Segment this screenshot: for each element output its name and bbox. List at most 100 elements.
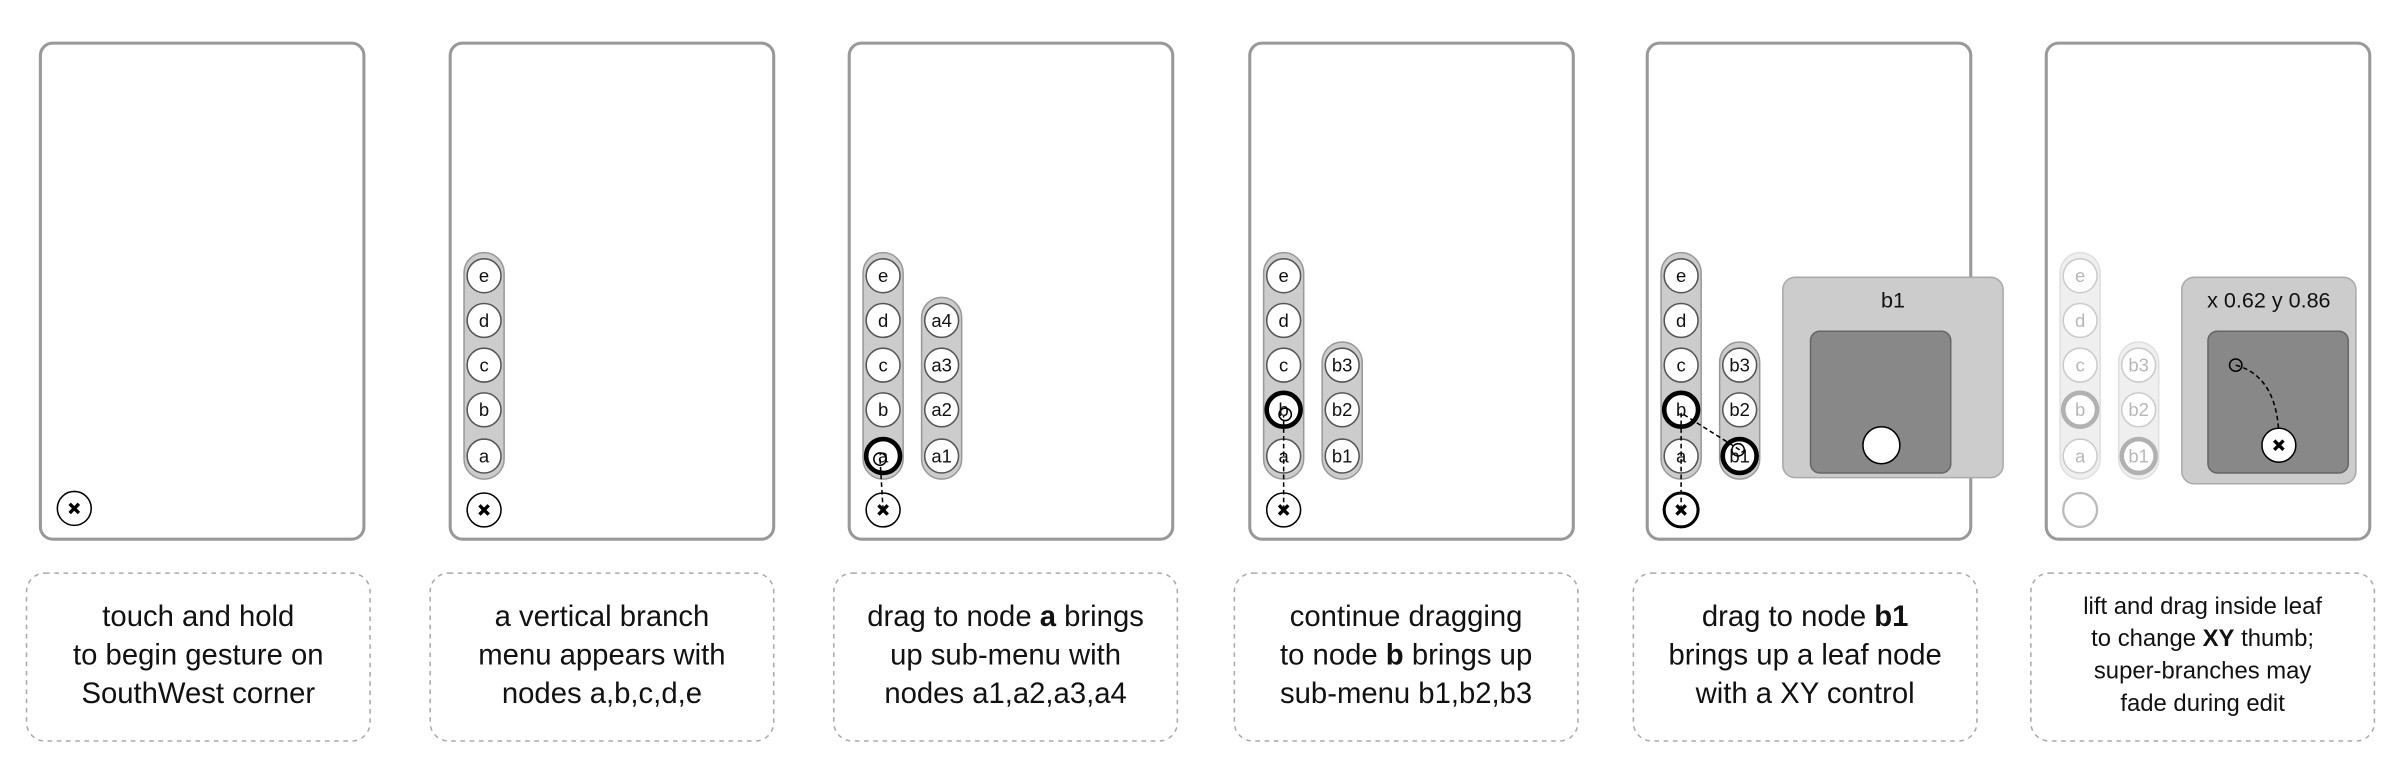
node-label: b [1279,399,1289,420]
caption-line: sub-menu b1,b2,b3 [1280,678,1532,710]
caption-line: brings up a leaf node [1668,639,1941,671]
panel: e d c b a b3 b2 b1 x 0.62 y 0.86 lift and drag in… [2030,41,2376,742]
menu-node [466,438,502,474]
node-label: b2 [1729,399,1750,420]
node-label: a [878,445,889,466]
caption-text: brings up [1404,639,1533,671]
cross-icon [68,502,81,515]
caption-text: up sub-menu with [890,639,1121,671]
menu-node [1265,302,1302,339]
menu-node [1663,347,1699,383]
caption-line: to begin gesture on [73,639,324,671]
node-label: c [1279,355,1288,376]
cross-icon [2273,439,2285,452]
panel: e d c b a a vertical branch menu appears with n… [429,41,776,742]
caption-line: menu appears with [478,639,725,671]
drag-path [1680,411,1741,510]
node-label: c [2076,355,2085,376]
caption-text: brings up a leaf node [1668,639,1941,671]
menu-node [2062,347,2098,383]
cursor [1278,407,1293,422]
node-label: d [1676,310,1686,331]
node-label: c [878,355,887,376]
caption-line: lift and drag inside leaf [2083,593,2322,620]
node-label: b [878,399,888,420]
panel: touch and hold to begin gesture on SouthWe… [25,41,371,742]
node-label: a [2075,445,2086,466]
node-label: b3 [1729,355,1750,376]
node-label: e [1676,265,1686,286]
node-label: b [2075,399,2085,420]
caption-box [1632,572,1978,742]
menu-node [466,258,502,294]
caption-line: with a XY control [1695,678,1915,710]
xy-pad [2207,330,2349,474]
menu-node [923,392,960,428]
menu-node [1721,347,1758,383]
caption-box [1233,572,1579,742]
caption-text: with a XY control [1695,678,1915,710]
caption-text: drag to node [1702,601,1874,633]
menu-node [923,438,960,474]
node-label: a1 [931,445,952,466]
caption-text: SouthWest corner [81,678,315,710]
node-label: a4 [931,310,952,331]
node-label: b2 [1332,399,1353,420]
node-label: b3 [2128,355,2149,376]
node-label: c [479,355,488,376]
menu-node [1661,390,1701,430]
cursor [873,452,887,467]
xy-thumb [1862,425,1901,465]
menu-node [2062,438,2098,474]
submenu-pill [2117,341,2160,480]
menu-node [863,436,903,476]
caption-text: lift and drag inside leaf [2083,593,2322,620]
caption-text: super-branches may [2094,658,2312,685]
menus: e d c b a a4 a3 a2 a1 [862,251,963,480]
phone-frame [448,41,776,541]
menu-node [466,347,502,383]
caption-line: to change XY thumb; [2091,625,2314,652]
caption-text: menu appears with [478,639,725,671]
node-label: d [878,310,888,331]
menu-node [865,302,901,339]
caption-text: nodes a,b,c,d,e [502,678,702,710]
leaf-label: x 0.62 y 0.86 [2207,288,2330,313]
node-label: a2 [931,399,952,420]
branch-pill [2059,251,2101,480]
caption-box [25,572,371,742]
caption-line: nodes a1,a2,a3,a4 [884,678,1126,710]
caption-text: a [1040,601,1057,633]
caption-line: fade during edit [2120,690,2285,717]
menu-node [865,392,901,428]
menu-node [923,347,960,383]
caption-text: to begin gesture on [73,639,324,671]
menu-node [1721,392,1758,428]
node-label: b1 [2128,445,2149,466]
node-label: d [479,310,489,331]
caption-line: super-branches may [2094,658,2312,685]
caption-line: SouthWest corner [81,678,315,710]
caption-text: sub-menu b1,b2,b3 [1280,678,1532,710]
caption-text: XY [2203,625,2235,652]
menu-node [923,302,960,339]
root-node [2062,491,2099,529]
caption-line: continue dragging [1290,601,1523,633]
node-label: e [479,265,489,286]
node-label: e [2075,265,2085,286]
menu-node [865,347,901,383]
cross-icon [478,504,490,516]
caption-text: continue dragging [1290,601,1523,633]
menu-node [1663,258,1699,294]
caption-text: a vertical branch [495,601,710,633]
menu-node [1324,392,1360,428]
menu-node [2062,302,2098,339]
menus: e d c b a [463,251,505,480]
menu-node [865,258,901,294]
node-label: b1 [1332,445,1353,466]
caption-line: up sub-menu with [890,639,1121,671]
